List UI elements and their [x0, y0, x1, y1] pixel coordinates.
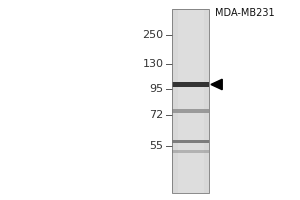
- Bar: [172, 82, 209, 87]
- Bar: [172, 150, 209, 153]
- Text: MDA-MB231: MDA-MB231: [215, 8, 275, 18]
- Polygon shape: [211, 79, 222, 90]
- Bar: [172, 9, 209, 193]
- Bar: [178, 9, 204, 193]
- Text: 55: 55: [149, 141, 164, 151]
- Text: 130: 130: [142, 59, 164, 69]
- Text: 72: 72: [149, 110, 164, 120]
- Text: 95: 95: [149, 84, 164, 94]
- Bar: [172, 140, 209, 143]
- Bar: [172, 109, 209, 113]
- Bar: [172, 9, 209, 193]
- Text: 250: 250: [142, 30, 164, 40]
